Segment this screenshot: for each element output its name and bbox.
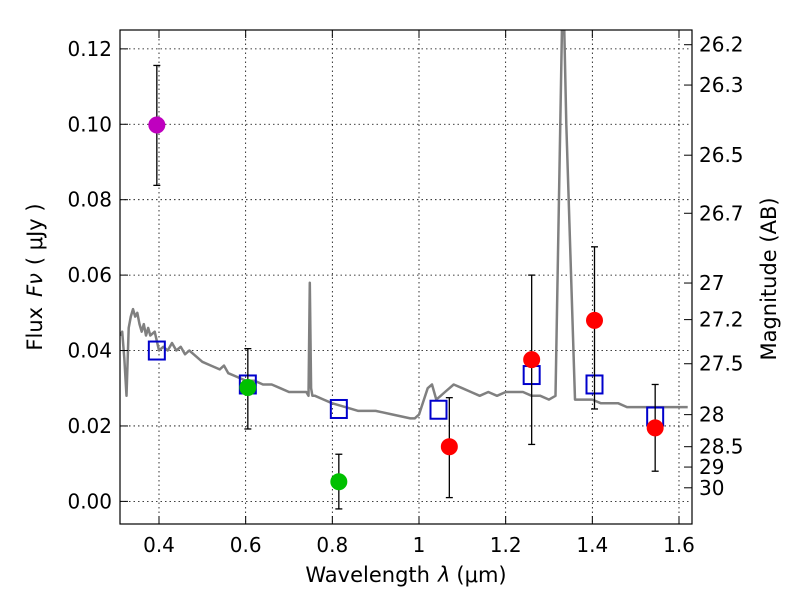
right-axis-label: Magnitude (AB) [757, 197, 781, 360]
observed-point-marker [239, 378, 257, 396]
mag-tick-label: 26.5 [699, 143, 744, 167]
x-axis-label: Wavelength λ (μm) [305, 563, 506, 587]
data-points [147, 64, 665, 510]
y-tick-label: 0.02 [67, 414, 112, 438]
x-tick-label: 0.8 [316, 533, 348, 557]
model-square-marker [429, 399, 448, 420]
mag-tick-label: 27.5 [699, 352, 744, 376]
mag-tick-label: 26.7 [699, 201, 744, 225]
observed-point-marker [646, 419, 664, 437]
y-tick-label: 0.06 [67, 263, 112, 287]
grid [120, 30, 692, 524]
observed-point-marker [330, 473, 348, 491]
x-axis-label-unit: (μm) [456, 563, 506, 587]
mag-tick-label: 27 [699, 271, 724, 295]
x-axis-label-text: Wavelength [305, 563, 430, 587]
ticks: 0.4 0.6 0.8 1 1.2 1.4 1.6 0.00 0.02 0.04 0.06 0.08 0… [67, 30, 744, 557]
axes-frame [119, 29, 693, 525]
y-tick-label: 0.04 [67, 339, 112, 363]
observed-point-marker [440, 438, 458, 456]
spectrum-line [120, 30, 688, 420]
y-tick-label: 0.08 [67, 188, 112, 212]
mag-tick-label: 27.2 [699, 308, 744, 332]
y-axis-label-unit: ( μJy ) [23, 203, 47, 265]
observed-point-marker [586, 311, 603, 329]
observed-point-marker [523, 351, 541, 369]
y-tick-label: 0.00 [67, 489, 112, 513]
mag-tick-label: 26.2 [699, 33, 744, 57]
observed-point-marker [148, 116, 166, 134]
model-square-marker [329, 398, 348, 419]
y-axis-label-symbol: Fν [23, 273, 47, 297]
x-tick-label: 0.6 [230, 533, 262, 557]
y-axis-label-text: Flux [23, 307, 47, 351]
x-axis-label-symbol: λ [437, 563, 450, 587]
x-tick-label: 0.4 [143, 533, 175, 557]
mag-tick-label: 28 [699, 403, 724, 427]
x-tick-label: 1.6 [663, 533, 695, 557]
model-square-marker [147, 340, 166, 361]
mag-tick-label: 30 [699, 476, 724, 500]
x-tick-label: 1.2 [490, 533, 522, 557]
x-tick-label: 1 [413, 533, 426, 557]
x-tick-label: 1.4 [576, 533, 608, 557]
plot-area [120, 30, 688, 420]
y-axis-label: Flux Fν ( μJy ) [23, 203, 47, 350]
mag-tick-label: 29 [699, 455, 724, 479]
y-tick-label: 0.10 [67, 112, 112, 136]
mag-tick-label: 28.5 [699, 435, 744, 459]
y-tick-label: 0.12 [67, 37, 112, 61]
mag-tick-label: 26.3 [699, 73, 744, 97]
